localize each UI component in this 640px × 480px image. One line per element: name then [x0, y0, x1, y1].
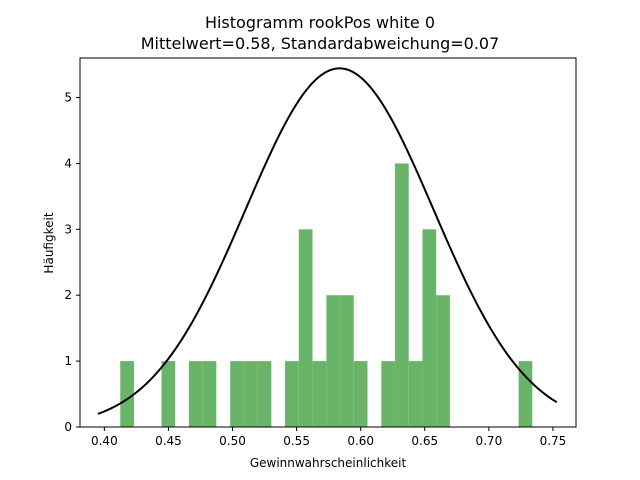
bars-group	[120, 163, 533, 427]
x-tick-label: 0.40	[91, 434, 118, 448]
x-tick-label: 0.70	[475, 434, 502, 448]
histogram-bar	[422, 229, 437, 427]
histogram-bar	[257, 361, 272, 427]
histogram-bar	[518, 361, 533, 427]
histogram-bar	[340, 295, 354, 427]
x-tick-label: 0.50	[219, 434, 246, 448]
histogram-bar	[381, 361, 396, 427]
y-tick-label: 2	[64, 288, 72, 302]
x-axis-label: Gewinnwahrscheinlichkeit	[250, 456, 407, 470]
x-tick-label: 0.60	[347, 434, 374, 448]
y-axis-ticks: 0 1 2 3 4 5	[64, 91, 80, 434]
histogram-bar	[188, 361, 203, 427]
histogram-bar	[230, 361, 244, 427]
chart-title: Histogramm rookPos white 0	[205, 13, 435, 32]
histogram-bar	[436, 295, 450, 427]
histogram-bar	[312, 361, 327, 427]
plot-frame	[79, 57, 577, 428]
x-tick-label: 0.45	[155, 434, 182, 448]
histogram-bar	[395, 163, 409, 427]
histogram-bar	[161, 361, 176, 427]
y-axis-label: Häufigkeit	[42, 212, 56, 273]
y-tick-label: 3	[64, 222, 72, 236]
y-tick-label: 4	[64, 156, 72, 170]
histogram-bar	[243, 361, 258, 427]
histogram-bar	[285, 361, 299, 427]
y-tick-label: 0	[64, 420, 72, 434]
y-tick-label: 5	[64, 91, 72, 105]
histogram-bar	[202, 361, 217, 427]
x-tick-label: 0.75	[540, 434, 567, 448]
y-tick-label: 1	[64, 354, 72, 368]
chart-subtitle: Mittelwert=0.58, Standardabweichung=0.07	[141, 34, 500, 53]
x-axis-ticks: 0.40 0.45 0.50 0.55 0.60 0.65 0.70 0.75	[91, 427, 566, 448]
x-tick-label: 0.65	[411, 434, 438, 448]
histogram-bar	[120, 361, 134, 427]
x-tick-label: 0.55	[283, 434, 310, 448]
histogram-bar	[408, 361, 423, 427]
histogram-bar	[353, 361, 368, 427]
histogram-bar	[298, 229, 313, 427]
histogram-bar	[326, 295, 341, 427]
normal-curve	[97, 67, 558, 415]
